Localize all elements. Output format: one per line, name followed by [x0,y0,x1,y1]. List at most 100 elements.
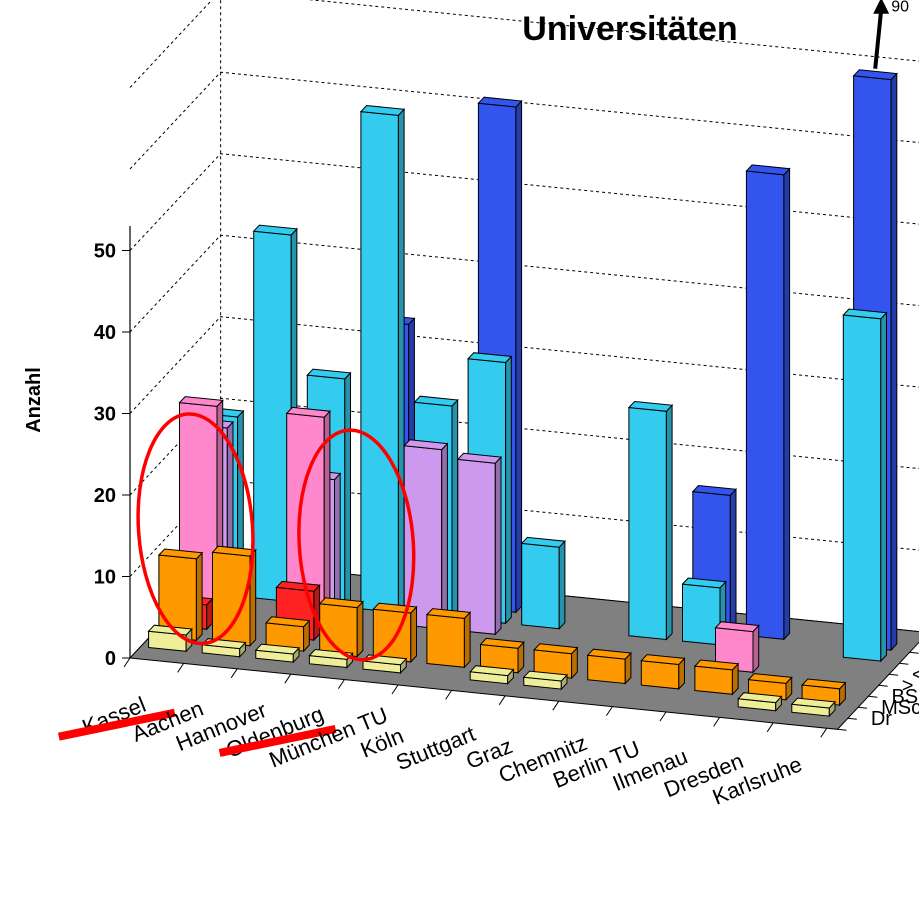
y-tick-label: 10 [94,567,116,589]
bar-top-face [413,395,459,407]
bar-top-face [714,621,760,633]
bar-6-köln [456,452,503,636]
bar-6-ilmenau [714,621,760,674]
bar-top-face [425,608,472,619]
depth-axis-labels: <= 2<=4<=6> 6BScMScDr [871,664,919,730]
bar-top-face [842,308,888,320]
highlight-ellipse-kassel [136,412,255,646]
bar-side-face [752,624,760,674]
bar-msc-chemnitz [586,648,632,685]
bar-side-face [880,311,887,663]
overflow-value-label: 90 [891,0,909,16]
bar-dr-hannover [254,643,301,664]
bar-dr-graz [522,670,569,691]
bar-side-face [451,398,459,620]
bar-front-face [842,314,882,662]
bar-side-face [356,600,364,658]
bar-side-face [463,611,471,669]
bar-top-face [522,670,569,682]
depth-tick-mark [878,684,888,687]
x-tick-mark [391,684,399,695]
bar-dr-karlsruhe [790,697,837,718]
highlight-ellipse-oldenburg [297,428,416,662]
depth-tick-mark [888,673,899,676]
y-tick-label: 30 [94,404,116,426]
bar-2-ilmenau [745,164,791,641]
bar-side-face [195,551,203,642]
x-tick-mark [445,690,453,700]
x-tick-mark [230,668,238,679]
bar-front-face [360,111,399,614]
bar-top-face [533,643,579,655]
bar-4-chemnitz [627,400,674,641]
x-tick-mark [659,711,667,722]
x-tick-mark [820,727,828,738]
bar-side-face [515,99,523,614]
bar-top-face [479,637,525,649]
bar-msc-kassel [157,548,204,642]
bar-side-face [890,72,898,652]
x-tick-mark [766,722,774,733]
bar-side-face [397,108,405,614]
y-axis-ticks: 0 10 20 30 40 50 [94,241,130,670]
bar-side-face [494,455,502,636]
x-tick-mark [177,663,185,673]
bar-side-face [441,442,448,631]
bar-top-face [681,577,727,589]
depth-tick-mark [899,662,909,665]
bar-front-face [745,170,785,640]
bar-side-face [344,371,351,609]
bar-msc-stuttgart [479,637,525,674]
bar-front-face [426,614,465,668]
bar-front-face [628,406,667,641]
bar-top-face [693,659,740,671]
bar-msc-graz [533,643,579,680]
bar-front-face [694,665,733,695]
bar-top-face [254,643,301,655]
bar-front-face [457,458,496,635]
bar-dr-kassel [147,624,193,653]
gridline [129,71,919,170]
bar-top-face [211,545,257,557]
depth-tick-mark [837,728,847,731]
bar-top-face [640,654,686,666]
overflow-arrow-shaft [873,9,884,69]
x-tick-mark [552,700,560,711]
bar-top-face [790,697,837,709]
bar-top-face [627,400,674,412]
bar-side-face [783,167,791,641]
bar-4-karlsruhe [842,308,888,663]
bar-msc-köln [425,608,472,669]
bar-dr-aachen [201,638,247,658]
bar-top-face [691,484,738,496]
x-tick-mark [713,717,721,727]
x-tick-mark [284,673,292,684]
x-tick-mark [605,706,613,716]
y-axis-label: Anzahl [23,367,45,433]
bar-top-face [178,396,224,407]
bar-top-face [265,616,311,628]
bar-msc-ilmenau [693,659,740,696]
bar-side-face [729,488,737,636]
bar-dr-oldenburg [308,648,354,669]
chart-title: Universitäten [522,10,737,48]
depth-tick-mark [847,717,857,720]
gridline [129,153,919,251]
depth-label-msc: MSc [881,697,919,719]
bar-top-face [157,548,204,560]
bar-side-face [410,605,417,664]
bar-msc-oldenburg [318,597,364,658]
bar-top-face [520,536,566,548]
chart-bars [147,69,898,718]
bar-top-face [403,439,449,451]
bar-top-face [147,624,193,636]
bar-top-face [456,452,503,464]
bar-top-face [745,164,791,176]
gridline [129,0,919,88]
annotations: 90 [136,0,909,662]
bar-top-face [852,69,898,81]
bar-dr-stuttgart [469,665,515,685]
bar-top-face [469,665,515,677]
depth-label-dr: Dr [871,708,892,730]
bar-6-hannover [285,406,331,631]
